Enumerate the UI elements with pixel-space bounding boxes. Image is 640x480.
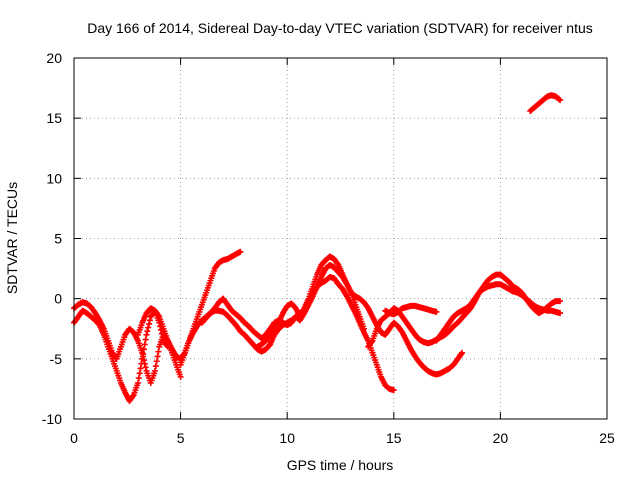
y-tick-label: 10 <box>46 170 62 186</box>
series-arc-6 <box>254 253 466 378</box>
data-point-markers <box>177 274 397 394</box>
axis-ticks: 0 5 10 15 20 25 -10 -5 0 5 10 15 20 <box>42 50 615 446</box>
y-tick-label: -5 <box>50 351 63 367</box>
series-arc-10 <box>527 92 564 114</box>
x-tick-label: 25 <box>599 430 615 446</box>
y-tick-label: -10 <box>42 411 62 427</box>
data-point-markers <box>433 281 564 344</box>
data-point-markers <box>254 253 466 378</box>
series-arc-8 <box>382 302 440 318</box>
data-point-markers <box>527 92 564 114</box>
series-arc-4 <box>177 274 397 394</box>
grid-lines <box>74 58 607 419</box>
plot-frame <box>73 57 608 420</box>
y-tick-label: 5 <box>54 231 62 247</box>
y-axis-label: SDTVAR / TECUs <box>4 182 20 294</box>
x-tick-label: 20 <box>493 430 509 446</box>
x-axis-label: GPS time / hours <box>287 457 394 473</box>
y-tick-label: 20 <box>46 50 62 66</box>
series-arc-9 <box>433 281 564 344</box>
y-tick-label: 0 <box>54 291 62 307</box>
x-tick-label: 15 <box>386 430 402 446</box>
y-tick-label: 15 <box>46 110 62 126</box>
x-tick-label: 5 <box>177 430 185 446</box>
x-tick-label: 10 <box>279 430 295 446</box>
chart-title: Day 166 of 2014, Sidereal Day-to-day VTE… <box>87 20 593 36</box>
x-tick-label: 0 <box>70 430 78 446</box>
data-point-markers <box>382 302 440 318</box>
data-points <box>71 92 564 404</box>
